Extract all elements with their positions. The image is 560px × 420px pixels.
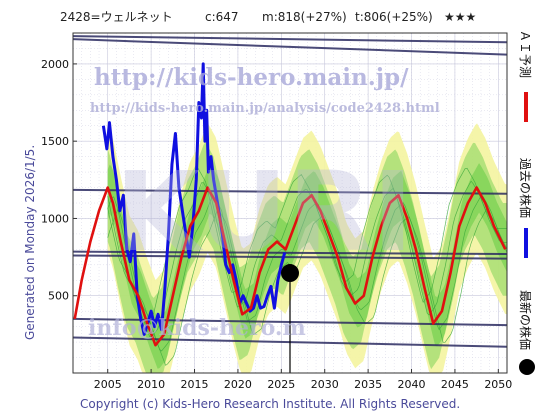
series-layer bbox=[73, 62, 507, 373]
rating-stars: ★★★ bbox=[444, 10, 476, 24]
x-tick-label: 2025 bbox=[267, 378, 295, 391]
plot-frame bbox=[72, 32, 508, 374]
legend-ai-forecast-label: ＡＩ予測 bbox=[518, 30, 532, 78]
legend-latest-price-label: 最新の株価 bbox=[518, 290, 533, 350]
x-tick-label: 2010 bbox=[137, 378, 165, 391]
trend-line bbox=[72, 254, 508, 260]
x-axis: 2005 2010 2015 2020 2025 2030 2035 2040 2045 2050 bbox=[94, 369, 512, 391]
current-price: c:647 bbox=[205, 10, 239, 24]
forecast-band-line bbox=[107, 166, 507, 325]
y-axis: 500 1000 1500 2000 bbox=[41, 58, 77, 303]
legend: ＡＩ予測 過去の株価 最新の株価 bbox=[518, 30, 535, 375]
forecast-bands bbox=[107, 122, 508, 374]
y-tick-label: 500 bbox=[48, 290, 69, 303]
mid-target-price: m:818(+27%) bbox=[262, 10, 347, 24]
forecast-band-line bbox=[107, 207, 508, 366]
watermark-big-letters: KURI bbox=[115, 148, 413, 276]
x-tick-label: 2040 bbox=[398, 378, 426, 391]
plot-area bbox=[72, 32, 508, 374]
trend-line bbox=[72, 38, 508, 56]
legend-past-price-label: 過去の株価 bbox=[518, 158, 533, 218]
latest-price-marker bbox=[281, 264, 299, 283]
stock-code-title: 2428=ウェルネット bbox=[60, 10, 173, 24]
forecast-band-line bbox=[107, 180, 507, 337]
target-price: t:806(+25%) bbox=[355, 10, 433, 24]
x-tick-label: 2015 bbox=[181, 378, 209, 391]
x-tick-label: 2020 bbox=[224, 378, 252, 391]
ai-forecast-line bbox=[73, 186, 507, 347]
legend-latest-price-dot bbox=[519, 359, 535, 375]
y-tick-label: 1000 bbox=[41, 212, 69, 225]
trend-line bbox=[72, 35, 508, 44]
legend-ai-forecast-swatch bbox=[524, 92, 528, 122]
copyright-footer: Copyright (c) Kids-Hero Research Institu… bbox=[80, 397, 460, 411]
trend-line bbox=[72, 250, 508, 255]
legend-past-price-swatch bbox=[524, 228, 528, 258]
y-tick-label: 1500 bbox=[41, 135, 69, 148]
generated-date-label: Generated on Monday 2026/1/5. bbox=[23, 145, 37, 340]
past-price-line bbox=[101, 62, 287, 336]
watermark-email: info@kids-hero.m bbox=[88, 315, 306, 341]
forecast-band-inner bbox=[107, 163, 507, 369]
x-tick-label: 2045 bbox=[441, 378, 469, 391]
x-tick-label: 2035 bbox=[354, 378, 382, 391]
watermark-url-small: http://kids-hero.main.jp/analysis/code24… bbox=[90, 101, 440, 116]
x-tick-label: 2030 bbox=[311, 378, 339, 391]
x-tick-label: 2050 bbox=[484, 378, 512, 391]
watermark-url-large: http://kids-hero.main.jp/ bbox=[94, 64, 409, 91]
trend-line bbox=[72, 188, 508, 195]
x-tick-label: 2005 bbox=[94, 378, 122, 391]
y-tick-label: 2000 bbox=[41, 58, 69, 71]
